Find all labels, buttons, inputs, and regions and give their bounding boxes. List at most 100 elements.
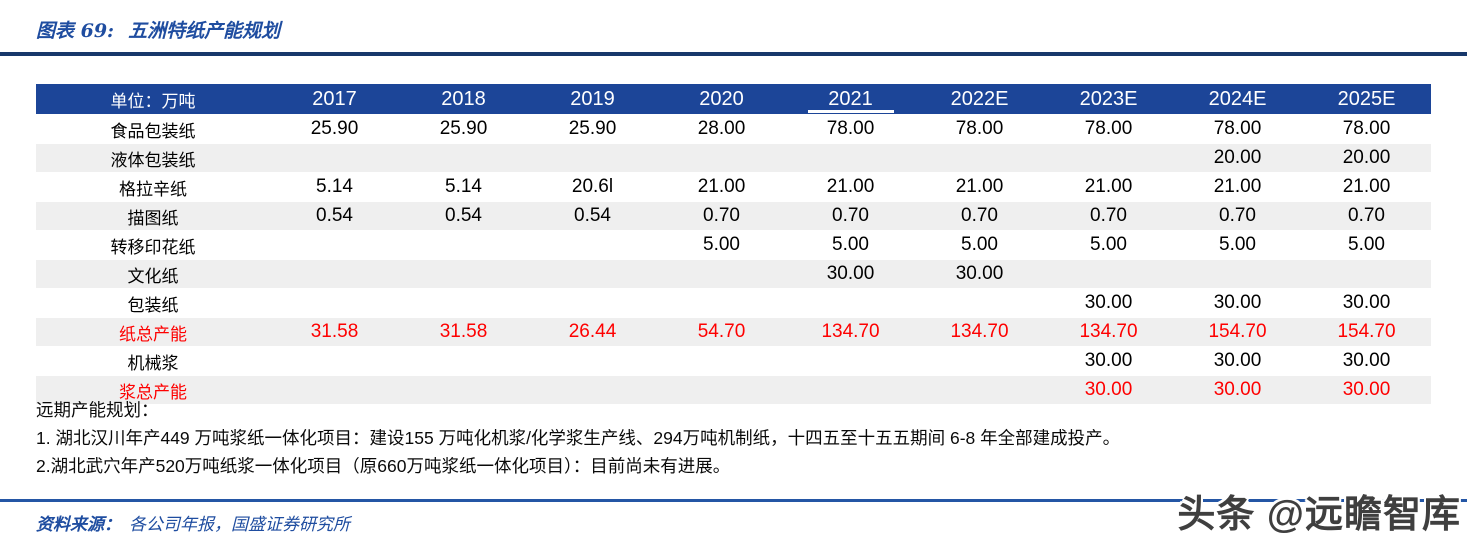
year-header-cell: 2022E [915,84,1044,115]
value-cell [786,288,915,318]
value-cell: 78.00 [786,114,915,144]
value-cell: 31.58 [270,317,399,347]
row-label: 描图纸 [36,201,270,231]
value-cell: 5.14 [399,172,528,202]
value-cell: 154.70 [1173,317,1302,347]
notes-section: 远期产能规划： 1. 湖北汉川年产449 万吨浆纸一体化项目：建设155 万吨化… [36,396,1120,480]
table-row: 包装纸 30.00 30.00 30.00 [36,288,1431,318]
year-header-cell: 2023E [1044,84,1173,115]
value-cell: 78.00 [1302,114,1431,144]
value-cell [1044,143,1173,173]
table-header-row: 单位：万吨 2017 2018 2019 2020 2021 2022E 2023E 2024E… [36,84,1431,115]
table-row: 液体包装纸 20.00 20.00 [36,143,1431,173]
value-cell [1173,259,1302,289]
table-header: 单位：万吨 2017 2018 2019 2020 2021 2022E 2023E 2024E… [36,84,1431,115]
year-header-cell: 2017 [270,84,399,115]
value-cell [528,259,657,289]
source-line: 资料来源： 各公司年报，国盛证券研究所 [36,510,350,535]
value-cell [915,346,1044,376]
value-cell [399,288,528,318]
value-cell [915,375,1044,404]
year-header-cell: 2019 [528,84,657,115]
value-cell: 5.14 [270,172,399,202]
value-cell: 30.00 [1302,288,1431,318]
year-header-cell: 2024E [1173,84,1302,115]
year-header-cell: 2018 [399,84,528,115]
value-cell: 25.90 [528,114,657,144]
value-cell [270,288,399,318]
value-cell [786,143,915,173]
value-cell [528,143,657,173]
value-cell: 31.58 [399,317,528,347]
value-cell [270,346,399,376]
value-cell: 30.00 [1044,346,1173,376]
value-cell: 0.54 [270,201,399,231]
value-cell: 25.90 [399,114,528,144]
value-cell: 28.00 [657,114,786,144]
figure-name: 五洲特纸产能规划 [128,20,281,42]
value-cell: 54.70 [657,317,786,347]
value-cell [399,375,528,404]
value-cell: 0.70 [1302,201,1431,231]
note-item: 1. 湖北汉川年产449 万吨浆纸一体化项目：建设155 万吨化机浆/化学浆生产… [36,428,1121,448]
value-cell: 21.00 [915,172,1044,202]
table-row: 文化纸 30.00 30.00 [36,259,1431,289]
value-cell [528,346,657,376]
figure-number-label: 图表 69: [36,20,115,42]
table-row: 转移印花纸 5.00 5.00 5.00 5.00 5.00 5.00 [36,230,1431,260]
value-cell: 26.44 [528,317,657,347]
value-cell: 0.70 [657,201,786,231]
capacity-table: 单位：万吨 2017 2018 2019 2020 2021 2022E 2023E 2024E… [36,84,1431,404]
value-cell [786,375,915,404]
value-cell: 20.00 [1173,143,1302,173]
value-cell: 5.00 [786,230,915,260]
source-label: 资料来源： [36,515,121,535]
value-cell [657,143,786,173]
value-cell: 0.70 [1044,201,1173,231]
value-cell [270,230,399,260]
table-row: 格拉辛纸 5.14 5.14 20.6l 21.00 21.00 21.00 21.00 21.… [36,172,1431,202]
value-cell: 5.00 [1173,230,1302,260]
notes-heading: 远期产能规划： [36,400,159,420]
year-header-cell: 2021 [786,84,915,115]
value-cell: 30.00 [1173,288,1302,318]
value-cell: 30.00 [915,259,1044,289]
value-cell [270,259,399,289]
source-text: 各公司年报，国盛证券研究所 [129,515,350,535]
value-cell [270,375,399,404]
value-cell: 21.00 [1302,172,1431,202]
value-cell [528,230,657,260]
table-row: 食品包装纸 25.90 25.90 25.90 28.00 78.00 78.00 78.00… [36,114,1431,144]
value-cell: 154.70 [1302,317,1431,347]
value-cell: 30.00 [1173,346,1302,376]
value-cell [528,288,657,318]
value-cell [657,346,786,376]
table-row: 浆总产能 30.00 30.00 30.00 [36,375,1431,404]
row-label: 转移印花纸 [36,230,270,260]
footer-divider [0,499,1467,502]
row-label: 纸总产能 [36,317,270,347]
value-cell: 0.54 [528,201,657,231]
value-cell: 30.00 [786,259,915,289]
row-label: 液体包装纸 [36,143,270,173]
value-cell: 78.00 [1173,114,1302,144]
value-cell: 78.00 [915,114,1044,144]
value-cell: 20.6l [528,172,657,202]
value-cell [1044,259,1173,289]
value-cell [1302,259,1431,289]
value-cell: 30.00 [1044,288,1173,318]
value-cell: 78.00 [1044,114,1173,144]
value-cell [399,143,528,173]
value-cell: 21.00 [1173,172,1302,202]
table-row: 纸总产能 31.58 31.58 26.44 54.70 134.70 134.70 134.… [36,317,1431,347]
value-cell [399,230,528,260]
year-header-cell: 2020 [657,84,786,115]
value-cell [786,346,915,376]
watermark: 头条 @远瞻智库 [1177,494,1461,536]
value-cell: 5.00 [1302,230,1431,260]
value-cell: 30.00 [1044,375,1173,404]
row-label: 格拉辛纸 [36,172,270,202]
value-cell [915,143,1044,173]
value-cell: 5.00 [1044,230,1173,260]
year-header-cell: 2025E [1302,84,1431,115]
